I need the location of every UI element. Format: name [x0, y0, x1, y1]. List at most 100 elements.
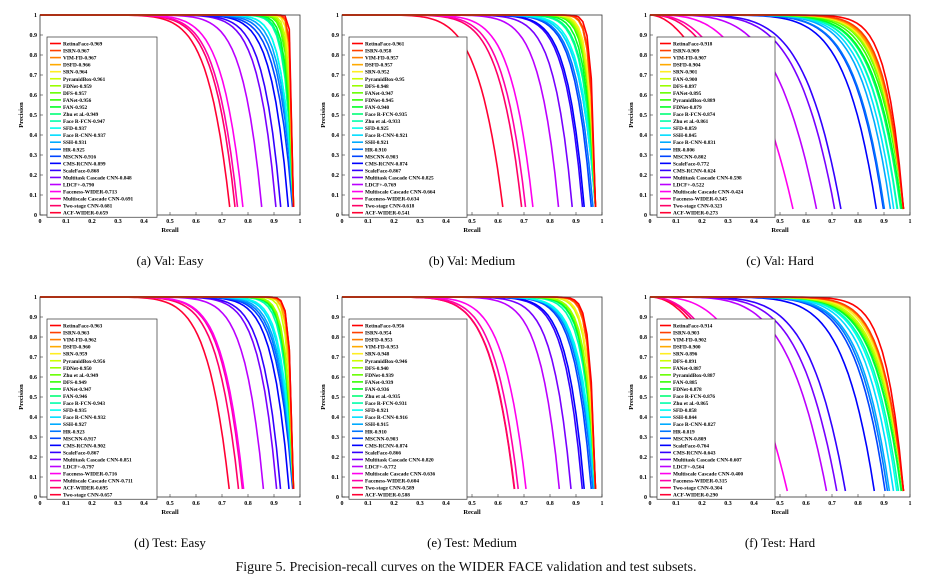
legend-entry: MSCNN-0.903: [365, 436, 398, 442]
y-tick-label: 0.9: [30, 315, 38, 321]
legend: [348, 318, 468, 500]
y-tick-label: 1: [34, 295, 37, 301]
pr-chart: 00 0.1 0.1 0.2 0.2 0.3 0.3 0.4 0.4 0.5 0.5 0.6 0.6 0.…: [18, 13, 302, 268]
y-tick-label: 0.6: [30, 93, 38, 99]
legend-entry: FDNet-0.879: [673, 105, 702, 111]
x-tick-label: 0.8: [546, 219, 554, 225]
legend-entry: Two-stage CNN-0.589: [365, 486, 415, 492]
y-tick-label: 0.1: [30, 475, 38, 481]
y-tick-label: 1: [336, 295, 339, 301]
x-tick-label: 0.9: [880, 219, 888, 225]
legend-entry: HR-0.910: [365, 429, 387, 435]
y-tick-label: 0.1: [332, 193, 340, 199]
legend: [656, 36, 776, 218]
legend-entry: PyramidBox-0.956: [63, 359, 106, 365]
legend-entry: DFS-0.949: [63, 380, 87, 386]
x-tick-label: 0: [649, 501, 652, 507]
pr-chart: 00 0.1 0.1 0.2 0.2 0.3 0.3 0.4 0.4 0.5 0.5 0.6 0.6 0.…: [628, 13, 912, 268]
legend-entry: ScaleFace-0.764: [673, 443, 709, 449]
y-tick-label: 0.9: [640, 33, 648, 39]
legend-entry: SFD-0.859: [673, 126, 697, 132]
y-tick-label: 0: [644, 495, 647, 501]
y-tick-label: 0.4: [30, 133, 38, 139]
legend-entry: Face R-FCN-0.931: [365, 401, 407, 407]
x-tick-label: 0.9: [880, 501, 888, 507]
legend-entry: ISRN-0.909: [673, 49, 700, 55]
x-axis-label: Recall: [771, 509, 789, 516]
legend-entry: RetinaFace-0.914: [673, 324, 713, 330]
legend-entry: ACF-WIDER-0.588: [365, 493, 410, 499]
y-axis-label: Precision: [18, 384, 25, 410]
legend-entry: FANet-0.947: [365, 91, 394, 97]
legend-entry: FAN-0.900: [673, 77, 698, 83]
x-tick-label: 0.5: [166, 501, 174, 507]
legend-entry: Multiscale Cascade CNN-0.711: [63, 479, 133, 485]
legend-entry: ACF-WIDER-0.541: [365, 211, 410, 217]
legend-entry: ISRN-0.967: [63, 49, 90, 55]
legend-entry: CMS-RCNN-0.874: [365, 443, 408, 449]
legend-entry: Face R-CNN-0.916: [365, 415, 408, 421]
legend-entry: SSH-0.845: [673, 133, 697, 139]
legend: [46, 36, 158, 218]
legend-entry: Face R-CNN-0.937: [63, 133, 106, 139]
legend-entry: PyramidBox-0.961: [63, 77, 106, 83]
x-tick-label: 0.3: [114, 501, 122, 507]
legend-entry: FAN-0.952: [63, 105, 88, 111]
x-tick-label: 0.8: [854, 219, 862, 225]
legend: [656, 318, 776, 500]
legend-entry: VIM-FD-0.962: [63, 338, 97, 344]
legend-entry: Face R-CNN-0.827: [673, 422, 716, 428]
legend-entry: Faceness-WIDER-0.315: [673, 479, 727, 485]
y-tick-label: 0.7: [30, 73, 38, 79]
x-tick-label: 0: [39, 501, 42, 507]
legend-entry: DSFD-0.960: [63, 345, 91, 351]
y-tick-label: 1: [644, 13, 647, 19]
x-tick-label: 1: [299, 219, 302, 225]
x-tick-label: 0.5: [468, 501, 476, 507]
legend-entry: MSCNN-0.917: [63, 436, 96, 442]
x-tick-label: 0.7: [520, 219, 528, 225]
legend-entry: FDNet-0.945: [365, 98, 394, 104]
y-tick-label: 0.4: [332, 415, 340, 421]
legend-entry: SFD-0.935: [63, 408, 87, 414]
legend-entry: LDCF+-0.769: [365, 183, 396, 189]
legend-entry: SSH-0.921: [365, 140, 389, 146]
legend-entry: HR-0.819: [673, 429, 695, 435]
y-tick-label: 0.5: [332, 395, 340, 401]
legend-entry: FDNet-0.939: [365, 373, 394, 379]
legend-entry: Face R-FCN-0.947: [63, 119, 105, 125]
y-tick-label: 0.5: [30, 113, 38, 119]
legend-entry: FDNet-0.878: [673, 387, 702, 393]
legend-entry: FAN-0.946: [63, 394, 88, 400]
y-tick-label: 0.1: [30, 193, 38, 199]
y-tick-label: 0.2: [332, 455, 340, 461]
pr-chart: 00 0.1 0.1 0.2 0.2 0.3 0.3 0.4 0.4 0.5 0.5 0.6 0.6 0.…: [18, 295, 302, 550]
y-tick-label: 0.4: [332, 133, 340, 139]
legend-entry: CMS-RCNN-0.874: [365, 161, 408, 167]
pr-chart: 00 0.1 0.1 0.2 0.2 0.3 0.3 0.4 0.4 0.5 0.5 0.6 0.6 0.…: [628, 295, 912, 550]
legend-entry: Face R-CNN-0.932: [63, 415, 106, 421]
y-tick-label: 0.8: [640, 335, 648, 341]
legend-entry: CMS-RCNN-0.902: [63, 443, 106, 449]
x-tick-label: 0.5: [468, 219, 476, 225]
legend-entry: SSH-0.915: [365, 422, 389, 428]
y-tick-label: 1: [34, 13, 37, 19]
legend: [46, 318, 158, 500]
y-tick-label: 0.4: [640, 415, 648, 421]
x-tick-label: 0.2: [390, 501, 398, 507]
x-tick-label: 0.3: [724, 501, 732, 507]
y-tick-label: 0.7: [640, 73, 648, 79]
legend-entry: RetinaFace-0.918: [673, 42, 713, 48]
x-tick-label: 1: [909, 501, 912, 507]
x-axis-label: Recall: [161, 227, 179, 234]
x-tick-label: 0.1: [672, 501, 680, 507]
legend-entry: Multitask Cascade CNN-0.848: [63, 175, 132, 181]
y-tick-label: 0.9: [640, 315, 648, 321]
y-tick-label: 0.1: [332, 475, 340, 481]
x-tick-label: 0: [39, 219, 42, 225]
legend-entry: SRN-0.948: [365, 352, 390, 358]
x-tick-label: 0.4: [442, 501, 450, 507]
legend-entry: HR-0.923: [63, 429, 85, 435]
legend-entry: FDNet-0.959: [63, 84, 92, 90]
x-tick-label: 0.2: [698, 219, 706, 225]
